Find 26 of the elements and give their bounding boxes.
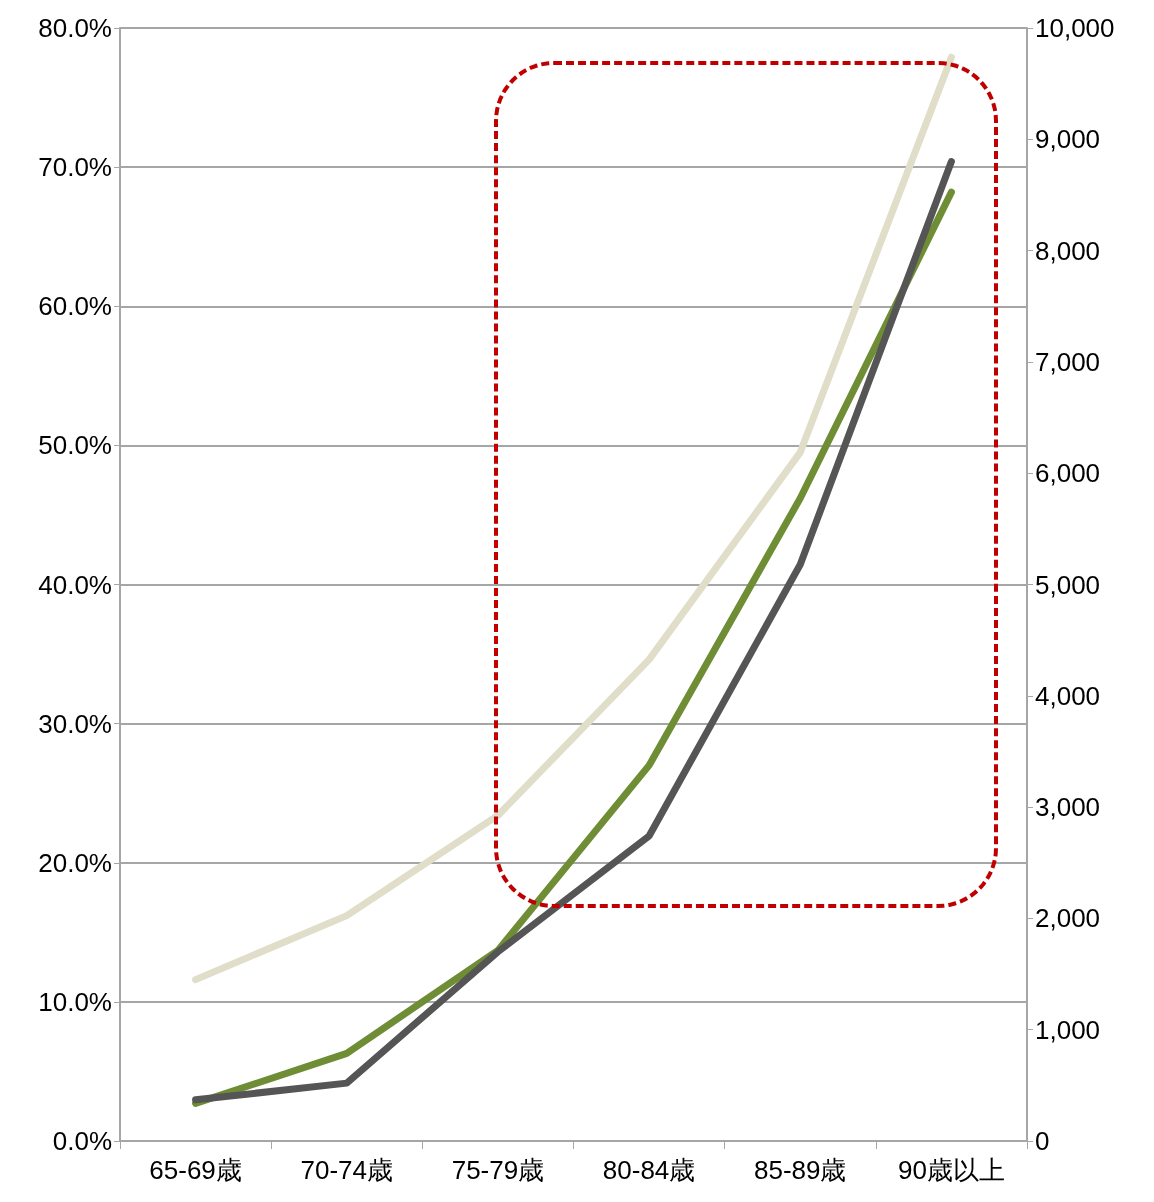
y2-tick-label: 6,000: [1035, 458, 1101, 489]
y-tick-label: 10.0%: [38, 986, 112, 1017]
y-tick-label: 20.0%: [38, 847, 112, 878]
y2-tick-label: 5,000: [1035, 569, 1101, 600]
y2-tick-label: 0: [1035, 1126, 1050, 1156]
y2-tick-label: 1,000: [1035, 1014, 1101, 1045]
y-tick-label: 60.0%: [38, 291, 112, 322]
y-tick-label: 0.0%: [52, 1126, 112, 1156]
y2-tick-label: 9,000: [1035, 124, 1101, 155]
y-tick-label: 30.0%: [38, 708, 112, 739]
y-tick-label: 40.0%: [38, 569, 112, 600]
y2-tick-label: 7,000: [1035, 346, 1101, 377]
x-tick-label: 80-84歳: [602, 1155, 696, 1185]
x-tick-label: 85-89歳: [754, 1155, 847, 1185]
y2-tick-label: 3,000: [1035, 792, 1101, 823]
y2-tick-label: 2,000: [1035, 903, 1101, 934]
y2-tick-label: 8,000: [1035, 235, 1101, 266]
y-tick-label: 80.0%: [38, 13, 112, 43]
y2-tick-label: 10,000: [1035, 13, 1115, 43]
x-tick-label: 65-69歳: [149, 1155, 242, 1185]
y2-tick-label: 4,000: [1035, 680, 1101, 711]
y-tick-label: 70.0%: [38, 152, 112, 183]
x-tick-label: 70-74歳: [300, 1155, 393, 1185]
y-tick-label: 50.0%: [38, 430, 112, 461]
x-tick-label: 90歳以上: [897, 1155, 1005, 1185]
x-tick-label: 75-79歳: [451, 1155, 545, 1185]
